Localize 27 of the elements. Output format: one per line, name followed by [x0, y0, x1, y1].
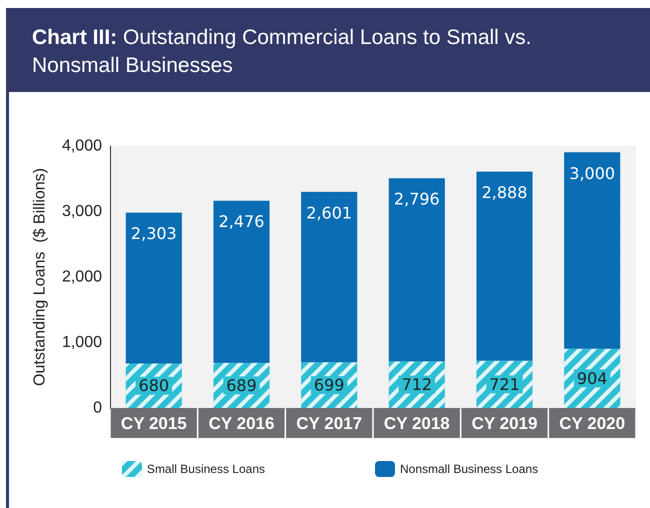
y-tick-label: 4,000 — [62, 138, 102, 154]
data-label: 2,303 — [130, 224, 177, 244]
data-label: 3,000 — [569, 164, 616, 183]
legend-label: Nonsmall Business Loans — [400, 462, 538, 476]
data-label: 2,796 — [394, 190, 440, 209]
x-tick-label: CY 2020 — [559, 414, 626, 433]
data-label: 2,476 — [218, 212, 264, 232]
y-tick-label: 3,000 — [62, 203, 102, 220]
y-tick-label: 2,000 — [62, 268, 102, 286]
x-tick-label: CY 2019 — [472, 414, 538, 433]
y-tick-label: 0 — [93, 400, 102, 416]
data-label: 680 — [138, 376, 170, 396]
y-tick-label: 1,000 — [62, 334, 102, 351]
x-tick-label: CY 2018 — [384, 414, 450, 433]
legend-label: Small Business Loans — [146, 462, 265, 476]
x-tick-label: CY 2015 — [120, 414, 187, 433]
x-tick-label: CY 2016 — [208, 414, 274, 433]
data-label: 2,888 — [482, 183, 528, 202]
x-tick-label: CY 2017 — [296, 414, 362, 433]
data-label: 699 — [314, 376, 344, 395]
data-label: 721 — [489, 374, 520, 394]
data-label: 904 — [576, 368, 608, 388]
data-label: 689 — [226, 376, 257, 395]
chart-title: Chart III: Outstanding Commercial Loans to Small vs. Nonsmall Businesses — [6, 8, 650, 92]
data-label: 712 — [402, 375, 432, 394]
y-axis-title: Outstanding Loans ($ Billions) — [32, 168, 48, 386]
data-label: 2,601 — [306, 203, 352, 222]
